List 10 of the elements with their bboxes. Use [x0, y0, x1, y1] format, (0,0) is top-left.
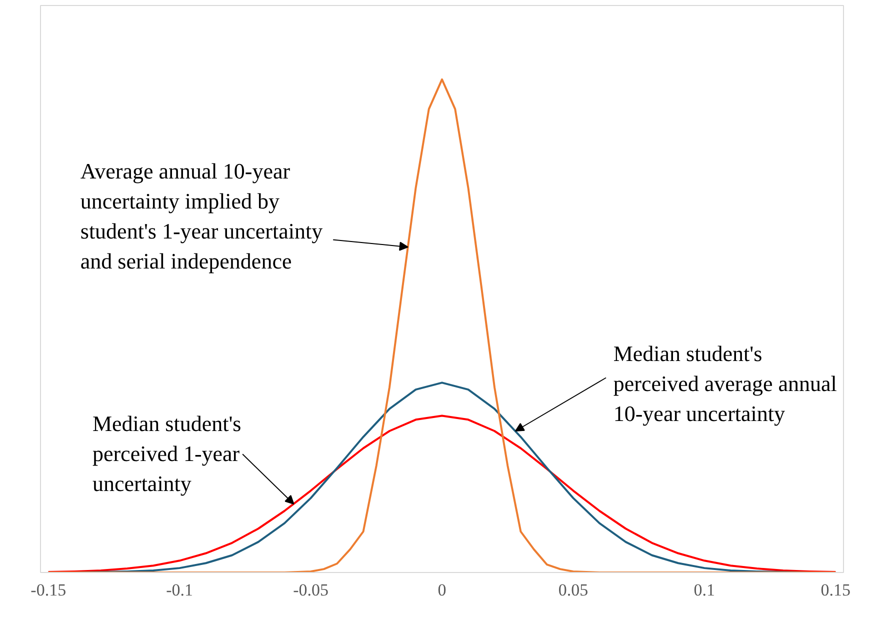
annotation: Median student's perceived 1-year uncertainty	[92, 410, 242, 496]
x-tick-label: -0.15	[30, 580, 66, 600]
annotation: Median student's perceived average annual 10-year uncertainty	[613, 340, 837, 426]
x-tick-label: -0.1	[166, 580, 194, 600]
x-tick-label: 0.1	[694, 580, 716, 600]
x-tick-label: 0	[438, 580, 446, 600]
annotation: Average annual 10-year uncertainty implied by student's 1-year uncertainty and serial independence	[80, 158, 323, 274]
x-tick-label: 0.05	[558, 580, 588, 600]
x-tick-label: 0.15	[820, 580, 850, 600]
x-tick-label: -0.05	[293, 580, 329, 600]
